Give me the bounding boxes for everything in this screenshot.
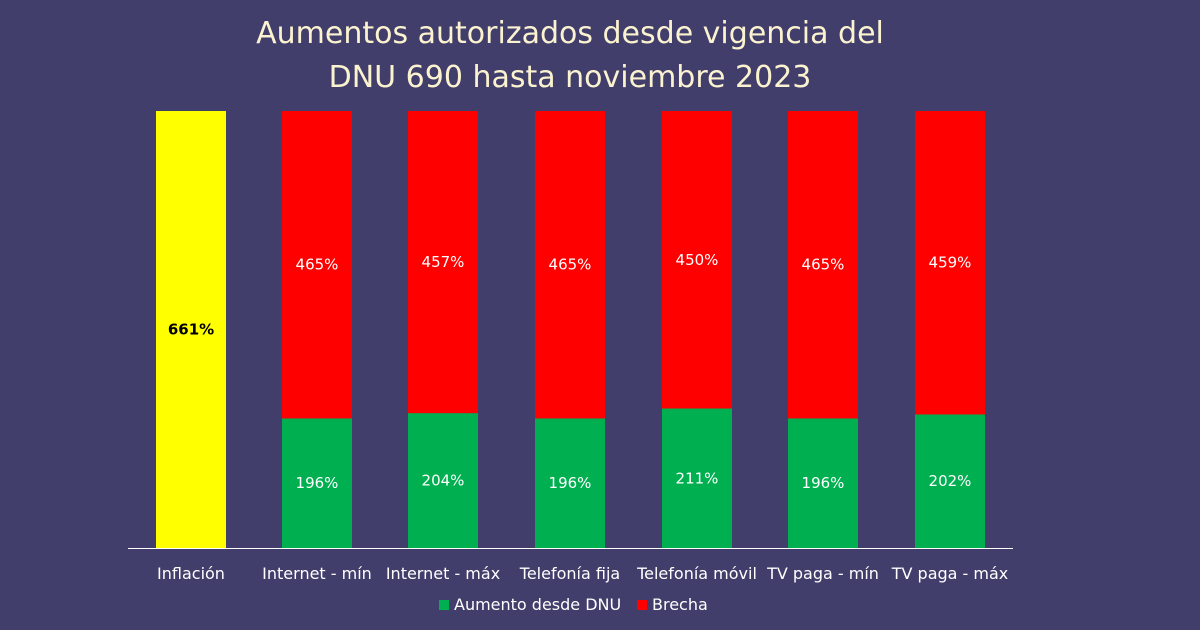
bar-brecha-1 <box>282 111 352 419</box>
x-tick-label: Telefonía móvil <box>636 564 757 583</box>
bar-brecha-4 <box>662 111 732 409</box>
legend-swatch-brecha <box>637 600 647 610</box>
x-tick-label: Inflación <box>157 564 225 583</box>
bar-brecha-6 <box>915 111 985 415</box>
bar-label-aumento-1: 196% <box>296 474 339 492</box>
x-tick-label: Internet - máx <box>386 564 500 583</box>
bar-label-brecha-1: 465% <box>296 256 339 274</box>
legend-swatch-aumento <box>439 600 449 610</box>
bar-label-aumento-5: 196% <box>802 474 845 492</box>
bar-label-aumento-3: 196% <box>549 474 592 492</box>
x-tick-label: TV paga - mín <box>766 564 879 583</box>
chart-title-line-2: DNU 690 hasta noviembre 2023 <box>328 60 812 95</box>
bar-label-inflacion: 661% <box>168 321 214 339</box>
bar-brecha-2 <box>408 111 478 414</box>
bar-label-aumento-2: 204% <box>422 472 465 490</box>
bar-label-aumento-4: 211% <box>676 469 719 487</box>
x-tick-label: Internet - mín <box>262 564 372 583</box>
legend: Aumento desde DNU Brecha <box>439 595 708 614</box>
bar-aumento-2 <box>408 413 478 548</box>
x-tick-label: TV paga - máx <box>891 564 1009 583</box>
bar-label-brecha-3: 465% <box>549 256 592 274</box>
bar-aumento-1 <box>282 418 352 548</box>
bar-aumento-4 <box>662 408 732 548</box>
bar-inflacion <box>156 111 226 548</box>
bars-group <box>156 111 985 548</box>
bar-aumento-5 <box>788 418 858 548</box>
bar-brecha-3 <box>535 111 605 419</box>
bar-label-brecha-4: 450% <box>676 251 719 269</box>
legend-label-aumento: Aumento desde DNU <box>454 595 621 614</box>
bar-label-brecha-5: 465% <box>802 256 845 274</box>
chart-title: Aumentos autorizados desde vigencia del … <box>0 12 1140 100</box>
bar-label-aumento-6: 202% <box>929 472 972 490</box>
chart-title-line-1: Aumentos autorizados desde vigencia del <box>256 16 884 51</box>
bar-label-brecha-2: 457% <box>422 253 465 271</box>
x-tick-labels: Inflación Internet - mín Internet - máx Tel… <box>157 564 1008 583</box>
bar-labels-group: 661% 196% 465% 204% 457% 196% 465% 211% 450% 196%… <box>168 251 972 492</box>
x-tick-label: Telefonía fija <box>519 564 620 583</box>
bar-brecha-5 <box>788 111 858 419</box>
legend-label-brecha: Brecha <box>652 595 708 614</box>
bar-aumento-6 <box>915 414 985 548</box>
bar-aumento-3 <box>535 418 605 548</box>
bar-label-brecha-6: 459% <box>929 254 972 272</box>
